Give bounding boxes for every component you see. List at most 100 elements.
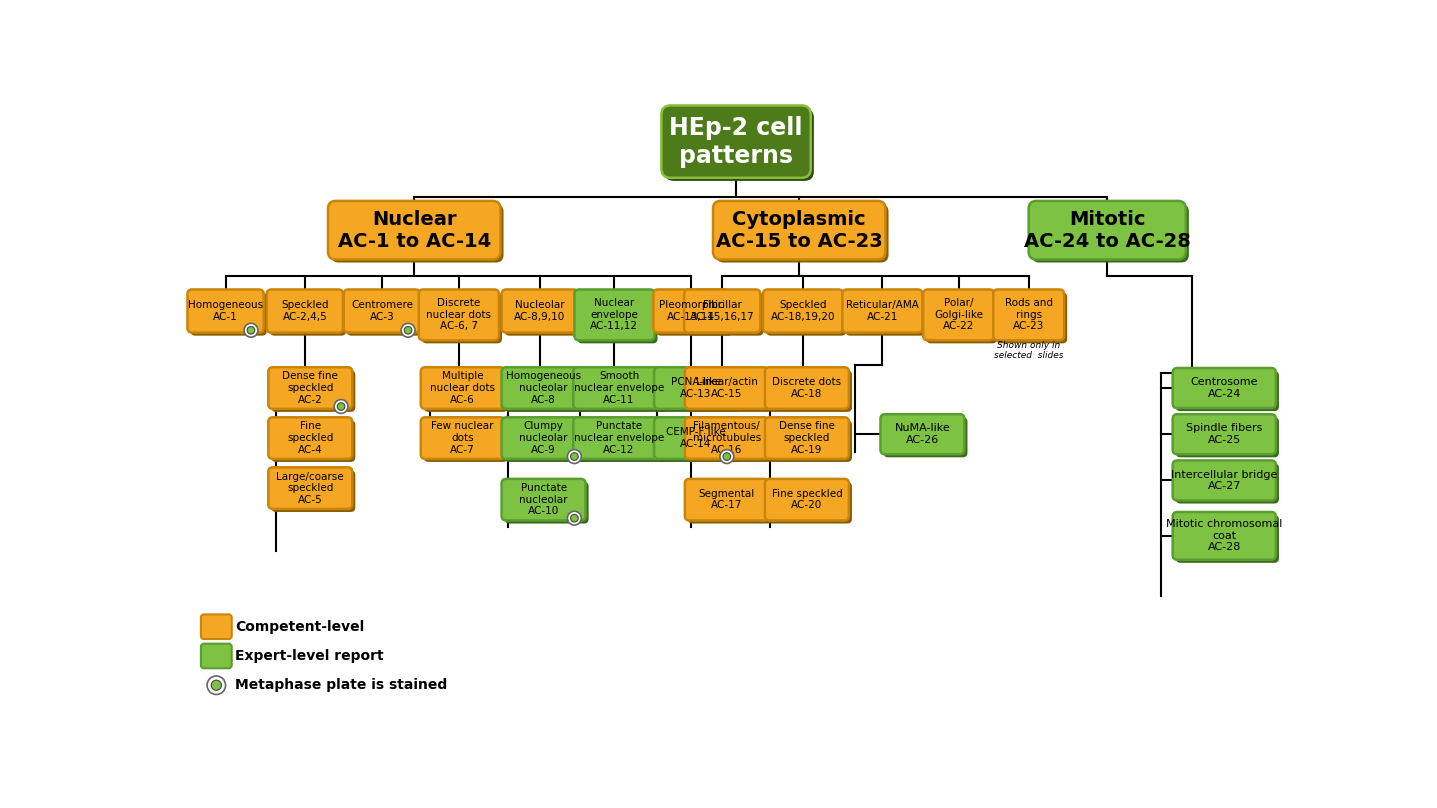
Text: Mitotic chromosomal
coat
AC-28: Mitotic chromosomal coat AC-28 (1165, 520, 1282, 553)
Text: Linear/actin
AC-15: Linear/actin AC-15 (696, 377, 757, 399)
FancyBboxPatch shape (684, 289, 760, 333)
Text: Metaphase plate is stained: Metaphase plate is stained (234, 678, 447, 692)
Text: Nuclear
AC-1 to AC-14: Nuclear AC-1 to AC-14 (338, 209, 491, 250)
FancyBboxPatch shape (1175, 464, 1279, 503)
FancyBboxPatch shape (1032, 204, 1188, 263)
FancyBboxPatch shape (654, 417, 739, 459)
FancyBboxPatch shape (424, 420, 507, 462)
FancyBboxPatch shape (1173, 415, 1276, 454)
Text: HEp-2 cell
patterns: HEp-2 cell patterns (670, 116, 803, 167)
FancyBboxPatch shape (716, 204, 888, 263)
FancyBboxPatch shape (573, 417, 665, 459)
FancyBboxPatch shape (576, 420, 668, 462)
FancyBboxPatch shape (269, 417, 352, 459)
Text: Spindle fibers
AC-25: Spindle fibers AC-25 (1186, 423, 1263, 445)
FancyBboxPatch shape (504, 482, 589, 524)
FancyBboxPatch shape (767, 420, 852, 462)
Text: Smooth
nuclear envelope
AC-11: Smooth nuclear envelope AC-11 (573, 372, 664, 405)
Circle shape (720, 449, 734, 464)
FancyBboxPatch shape (504, 292, 581, 335)
Text: Punctate
nucleolar
AC-10: Punctate nucleolar AC-10 (519, 483, 568, 516)
FancyBboxPatch shape (328, 201, 500, 259)
FancyBboxPatch shape (1173, 512, 1276, 560)
FancyBboxPatch shape (187, 289, 263, 333)
Text: Competent-level: Competent-level (234, 620, 364, 633)
FancyBboxPatch shape (269, 367, 352, 409)
FancyBboxPatch shape (764, 479, 849, 520)
Circle shape (568, 449, 582, 464)
Text: Mitotic
AC-24 to AC-28: Mitotic AC-24 to AC-28 (1023, 209, 1191, 250)
FancyBboxPatch shape (343, 289, 420, 333)
FancyBboxPatch shape (502, 367, 585, 409)
FancyBboxPatch shape (923, 289, 994, 340)
Text: Polar/
Golgi-like
AC-22: Polar/ Golgi-like AC-22 (934, 298, 983, 331)
FancyBboxPatch shape (272, 470, 355, 512)
Text: Centrosome
AC-24: Centrosome AC-24 (1190, 377, 1257, 399)
Circle shape (568, 511, 582, 525)
FancyBboxPatch shape (996, 292, 1068, 343)
Circle shape (401, 323, 415, 337)
Circle shape (570, 452, 578, 461)
FancyBboxPatch shape (767, 370, 852, 412)
Text: Discrete
nuclear dots
AC-6, 7: Discrete nuclear dots AC-6, 7 (427, 298, 491, 331)
Text: PCNA-like
AC-13: PCNA-like AC-13 (671, 377, 721, 399)
Text: Fine
speckled
AC-4: Fine speckled AC-4 (287, 422, 333, 455)
FancyBboxPatch shape (657, 420, 741, 462)
FancyBboxPatch shape (1173, 461, 1276, 500)
Circle shape (338, 402, 345, 410)
Text: Homogeneous
nucleolar
AC-8: Homogeneous nucleolar AC-8 (506, 372, 581, 405)
FancyBboxPatch shape (764, 367, 849, 409)
Circle shape (247, 326, 254, 334)
FancyBboxPatch shape (688, 420, 772, 462)
Text: Pleomorphic
AC-13,14: Pleomorphic AC-13,14 (660, 301, 724, 322)
FancyBboxPatch shape (272, 420, 355, 462)
FancyBboxPatch shape (201, 614, 231, 639)
FancyBboxPatch shape (1175, 515, 1279, 563)
Text: Cytoplasmic
AC-15 to AC-23: Cytoplasmic AC-15 to AC-23 (716, 209, 882, 250)
Text: Punctate
nuclear envelope
AC-12: Punctate nuclear envelope AC-12 (573, 422, 664, 455)
Circle shape (723, 452, 730, 461)
FancyBboxPatch shape (191, 292, 267, 335)
Text: Fine speckled
AC-20: Fine speckled AC-20 (772, 489, 842, 511)
Circle shape (207, 676, 226, 695)
FancyBboxPatch shape (766, 292, 846, 335)
Text: Filamentous/
microtubules
AC-16: Filamentous/ microtubules AC-16 (693, 422, 762, 455)
FancyBboxPatch shape (767, 482, 852, 524)
Circle shape (335, 400, 348, 414)
FancyBboxPatch shape (688, 482, 772, 524)
FancyBboxPatch shape (664, 108, 813, 181)
Text: Fibrillar
AC-15,16,17: Fibrillar AC-15,16,17 (690, 301, 754, 322)
FancyBboxPatch shape (688, 370, 772, 412)
FancyBboxPatch shape (687, 292, 763, 335)
FancyBboxPatch shape (504, 370, 589, 412)
Text: Rods and
rings
AC-23: Rods and rings AC-23 (1004, 298, 1053, 331)
Text: Intercellular bridge
AC-27: Intercellular bridge AC-27 (1171, 469, 1277, 491)
FancyBboxPatch shape (502, 289, 578, 333)
FancyBboxPatch shape (422, 292, 502, 343)
FancyBboxPatch shape (1173, 368, 1276, 408)
FancyBboxPatch shape (421, 417, 504, 459)
FancyBboxPatch shape (881, 415, 964, 454)
FancyBboxPatch shape (654, 289, 730, 333)
Text: Multiple
nuclear dots
AC-6: Multiple nuclear dots AC-6 (430, 372, 496, 405)
Text: Expert-level report: Expert-level report (234, 649, 384, 663)
FancyBboxPatch shape (421, 367, 504, 409)
Circle shape (244, 323, 257, 337)
FancyBboxPatch shape (502, 479, 585, 520)
Text: CEMP-F like
AC-14: CEMP-F like AC-14 (667, 427, 726, 449)
Text: Dense fine
speckled
AC-2: Dense fine speckled AC-2 (282, 372, 338, 405)
FancyBboxPatch shape (657, 370, 741, 412)
Text: Segmental
AC-17: Segmental AC-17 (698, 489, 754, 511)
FancyBboxPatch shape (657, 292, 733, 335)
FancyBboxPatch shape (685, 479, 769, 520)
Text: Dense fine
speckled
AC-19: Dense fine speckled AC-19 (779, 422, 835, 455)
FancyBboxPatch shape (578, 292, 658, 343)
Text: Nucleolar
AC-8,9,10: Nucleolar AC-8,9,10 (514, 301, 565, 322)
FancyBboxPatch shape (654, 367, 739, 409)
FancyBboxPatch shape (1029, 201, 1186, 259)
FancyBboxPatch shape (713, 201, 885, 259)
FancyBboxPatch shape (267, 289, 343, 333)
Text: Large/coarse
speckled
AC-5: Large/coarse speckled AC-5 (276, 472, 343, 505)
Text: Nuclear
envelope
AC-11,12: Nuclear envelope AC-11,12 (591, 298, 638, 331)
FancyBboxPatch shape (993, 289, 1063, 340)
